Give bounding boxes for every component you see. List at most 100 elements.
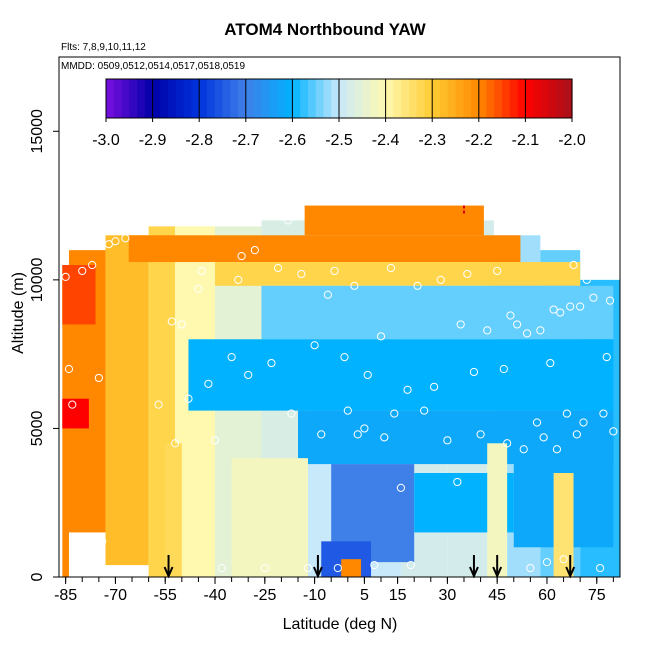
- x-tick-label: 5: [360, 587, 369, 604]
- colorbar-tick-label: -2.3: [418, 132, 446, 149]
- x-tick-label: -70: [104, 587, 127, 604]
- colorbar-swatch: [564, 79, 573, 118]
- sample-point: [512, 320, 522, 329]
- profile-arrowhead-0: [163, 566, 174, 579]
- colorbar-swatch: [432, 79, 441, 118]
- colorbar-swatch: [370, 79, 379, 118]
- profile-arrowhead-1: [313, 566, 323, 579]
- heatmap-cell-17: [128, 235, 521, 263]
- sample-point: [360, 424, 369, 433]
- colorbar-swatch: [339, 79, 348, 118]
- colorbar-swatch: [121, 79, 130, 118]
- sample-point: [503, 439, 512, 448]
- sample-point: [171, 439, 180, 448]
- dates-subtitle: MMDD: 0509,0512,0514,0517,0518,0519: [61, 61, 246, 72]
- colorbar-swatch: [323, 79, 332, 118]
- sample-point: [380, 433, 389, 442]
- sample-point: [599, 409, 608, 418]
- sample-point: [88, 260, 97, 270]
- colorbar-swatch: [393, 79, 402, 118]
- sample-point: [234, 275, 243, 284]
- sample-point: [413, 281, 422, 290]
- sample-point: [532, 418, 542, 427]
- sample-point: [297, 269, 306, 279]
- sample-point: [363, 370, 372, 380]
- sample-point: [177, 320, 186, 329]
- sample-point: [61, 272, 70, 281]
- colorbar-swatch: [486, 79, 495, 118]
- y-tick-label: 5000: [29, 411, 46, 447]
- colorbar-tick-label: -2.1: [512, 132, 540, 149]
- sample-point: [542, 558, 552, 567]
- y-tick-label: 10000: [29, 258, 46, 303]
- sample-point: [303, 563, 313, 573]
- sample-point: [595, 563, 605, 573]
- y-axis: 0 5000 10000 15000: [29, 109, 59, 581]
- sample-point: [64, 364, 74, 374]
- colorbar-swatch: [502, 79, 511, 118]
- colorbar-swatch: [509, 79, 519, 118]
- colorbar-swatch: [533, 79, 542, 118]
- colorbar-tick-label: -3.0: [92, 132, 120, 149]
- colorbar-swatch: [478, 79, 488, 118]
- sample-point: [576, 302, 585, 311]
- colorbar-swatch: [548, 79, 558, 118]
- sample-point: [283, 216, 293, 225]
- colorbar-swatch: [525, 79, 534, 118]
- x-axis: -85 -70 -55 -40 -25 -10 5 15 30 45 60 75: [54, 577, 614, 604]
- sample-point: [340, 353, 349, 362]
- sample-point: [476, 430, 485, 439]
- sample-point: [370, 561, 379, 570]
- sample-point: [78, 266, 87, 276]
- x-tick-label: 30: [438, 587, 456, 604]
- sample-point: [376, 332, 386, 341]
- sample-point: [436, 275, 445, 284]
- heatmap-cell-30: [487, 443, 508, 577]
- sample-point: [566, 302, 575, 311]
- sample-point: [210, 436, 220, 445]
- sample-point: [499, 364, 508, 374]
- colorbar-swatch: [206, 79, 216, 118]
- sample-point: [549, 305, 558, 314]
- colorbar-swatch: [276, 79, 286, 118]
- x-tick-label: -40: [203, 587, 226, 604]
- sample-point: [154, 400, 163, 409]
- flights-subtitle: Flts: 7,8,9,10,11,12: [61, 42, 146, 53]
- sample-point: [552, 445, 562, 454]
- x-tick-label: 15: [389, 587, 407, 604]
- sample-point: [350, 281, 359, 290]
- heatmap-cell-19: [261, 285, 614, 340]
- plot-frame: [58, 56, 621, 578]
- sample-point: [333, 563, 342, 573]
- sample-point: [273, 263, 283, 273]
- sample-point: [559, 555, 568, 564]
- profile-arrowhead-4: [565, 566, 576, 579]
- colorbar-swatch: [245, 79, 255, 118]
- colorbar-swatch: [160, 79, 169, 118]
- x-tick-label: -55: [154, 587, 177, 604]
- x-tick-label: -10: [303, 587, 326, 604]
- colorbar-swatch: [284, 79, 293, 118]
- profile-arrowhead-2: [469, 566, 479, 579]
- sample-point: [522, 329, 532, 338]
- sample-point: [430, 382, 439, 391]
- colorbar-swatch: [152, 79, 161, 118]
- colorbar-swatch: [540, 79, 550, 118]
- chart-title: ATOM4 Northbound YAW: [224, 20, 426, 39]
- sample-point: [443, 436, 452, 445]
- colorbar-swatch: [113, 79, 123, 118]
- heatmap-cell-28: [341, 559, 362, 577]
- sample-point: [194, 284, 203, 293]
- sample-point: [244, 370, 253, 380]
- colorbar-swatch: [253, 79, 262, 118]
- sample-point: [602, 353, 611, 362]
- colorbar-swatch: [144, 79, 154, 118]
- heatmap-cell-20: [188, 339, 614, 411]
- colorbar-tick-label: -2.7: [232, 132, 260, 149]
- sample-point: [456, 320, 465, 329]
- sample-point: [463, 269, 472, 279]
- sample-point: [343, 406, 352, 415]
- colorbar: -3.0 -2.9 -2.8 -2.7 -2.6 -2.5 -2.4 -2.3 -2.2 -2.1…: [92, 78, 586, 149]
- colorbar-swatch: [269, 79, 278, 118]
